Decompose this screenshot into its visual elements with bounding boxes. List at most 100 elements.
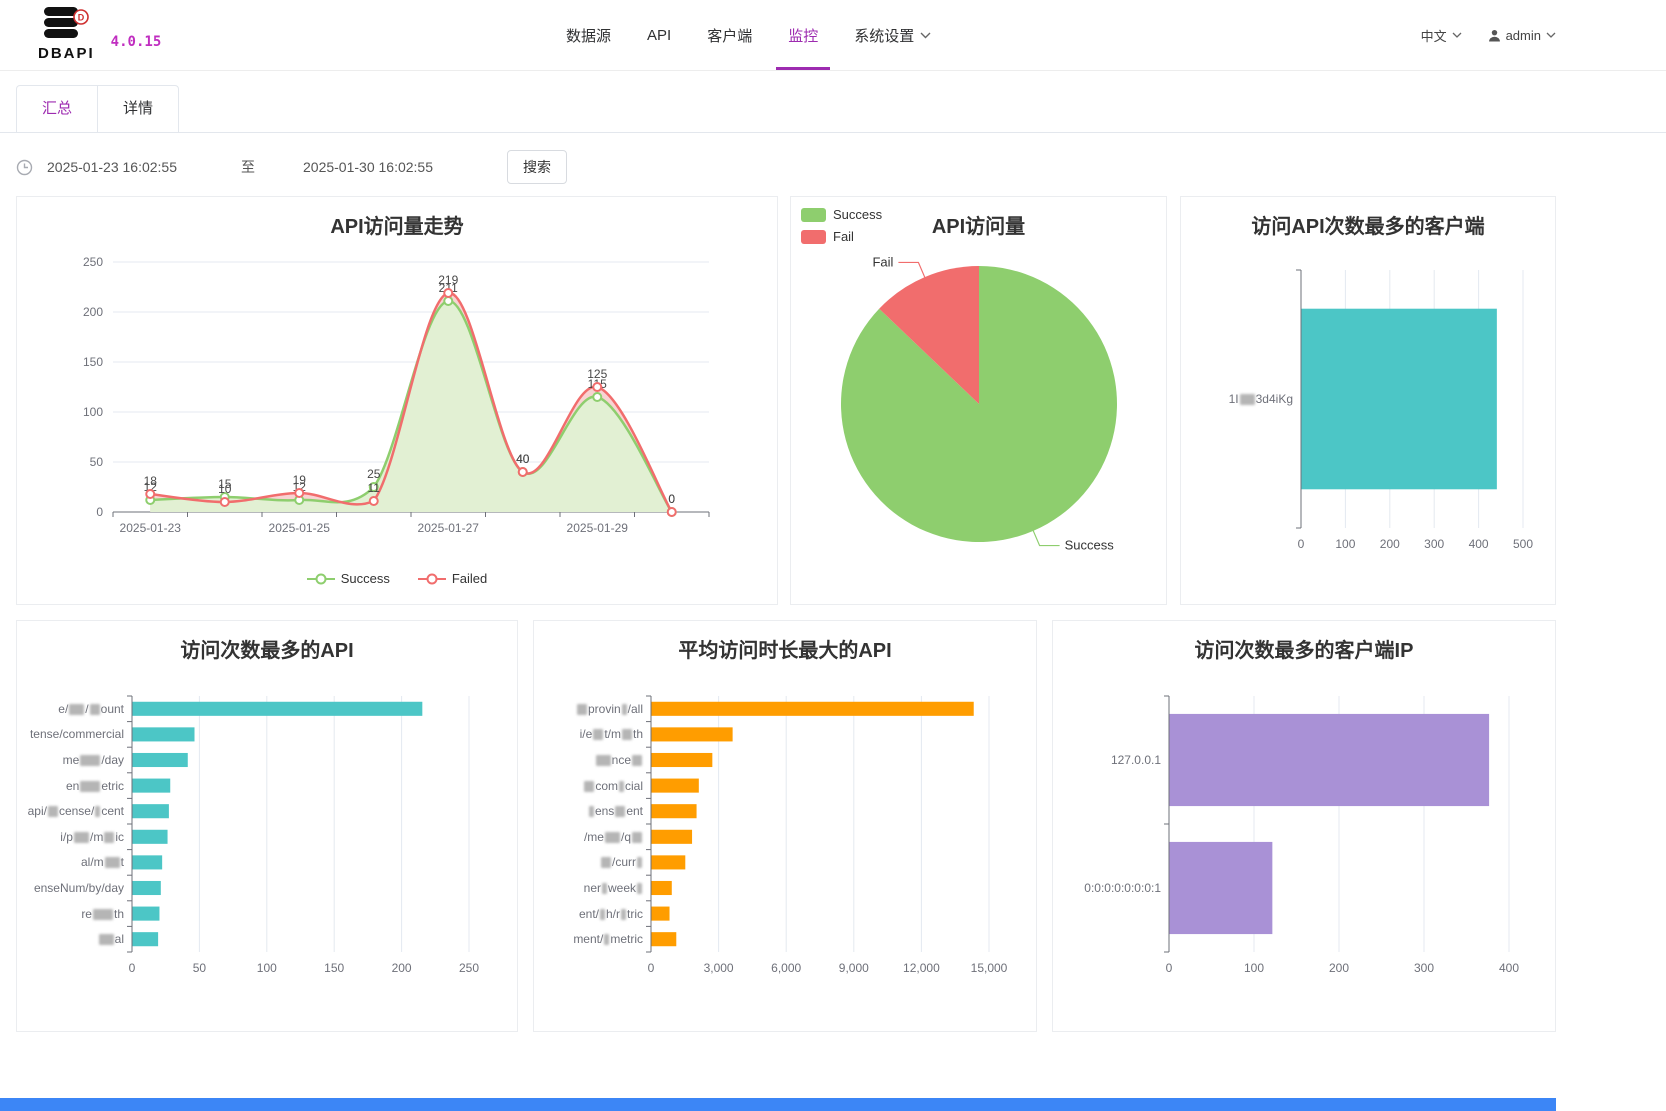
data-point [368,496,379,506]
nav-item-api[interactable]: API [629,0,689,70]
svg-text:200: 200 [1380,537,1400,551]
nav-item-client[interactable]: 客户端 [689,0,770,70]
svg-text:2025-01-27: 2025-01-27 [418,521,480,535]
redacted-text: x [604,934,610,946]
top-client-chart[interactable]: 0 100 200 300 400 500 1Ixxx3d4iKg [1181,244,1555,561]
top-api-chart-card: 访问次数最多的API 0 50 100 150 200 250 e/xxx/xxount te… [16,620,518,1032]
svg-text:0: 0 [1166,961,1173,975]
pie-chart-card: API访问量 Success Fail Success Fail [790,196,1167,605]
redacted-text: x [637,857,642,869]
top-client-chart-card: 访问API次数最多的客户端 0 100 200 300 400 500 1Ixxx3d4iK… [1180,196,1556,605]
svg-text:0: 0 [129,961,136,975]
legend-item-fail[interactable]: Fail [801,229,882,244]
category-label: xxxncexx [595,751,643,769]
chart-title: 访问API次数最多的客户端 [1251,216,1485,238]
nav-item-datasource[interactable]: 数据源 [548,0,629,70]
redacted-text: x [601,883,607,894]
app-header: D DBAPI 4.0.15 数据源 API 客户端 监控 系统设置 中文 ad… [0,0,1666,71]
redacted-text: xxx [69,703,85,715]
svg-text:100: 100 [1244,961,1264,975]
tab-detail[interactable]: 详情 [98,85,179,132]
category-label: 1Ixxx3d4iKg [1228,392,1293,406]
svg-text:400: 400 [1499,961,1519,975]
language-selector[interactable]: 中文 [1421,26,1462,45]
legend-item-failed[interactable]: Failed [417,571,487,586]
trend-chart-card: API访问量走势 0 50 100 150 200 250 2025-01-23 2025-0… [16,196,778,605]
bar [132,829,168,844]
redacted-text: xxxx [80,755,101,766]
dashboard-content: API访问量走势 0 50 100 150 200 250 2025-01-23 2025-0… [0,196,1666,1032]
bar [651,727,733,742]
legend-item-success[interactable]: Success [801,207,882,222]
trend-chart[interactable]: 0 50 100 150 200 250 2025-01-23 2025-01-25 2025-… [17,244,777,569]
svg-text:100: 100 [257,961,277,975]
top-api-chart[interactable]: 0 50 100 150 200 250 e/xxx/xxount tense/commerc… [17,668,517,985]
end-date-input[interactable]: 2025-01-30 16:02:55 [303,159,433,175]
start-date-input[interactable]: 2025-01-23 16:02:55 [47,159,177,175]
data-label: 15 [218,477,232,491]
top-ip-chart[interactable]: 0 100 200 300 400 127.0.0.1 0:0:0:0:0:0:0:1 [1053,668,1555,985]
pie-chart[interactable]: Success Fail [791,244,1166,565]
legend-item-success[interactable]: Success [306,571,390,586]
svg-text:0: 0 [1298,537,1305,551]
svg-text:6,000: 6,000 [771,961,801,975]
data-point [219,497,230,507]
redacted-text: xxxx [80,780,101,792]
redacted-text: xxx [1239,394,1255,405]
data-label: 219 [438,273,458,287]
bar-plot-svg: 0 50 100 150 200 250 [127,695,479,975]
redacted-text: xxx [104,857,120,869]
redacted-text: xxx [595,755,611,766]
tabs-bar: 汇总 详情 [0,85,1666,133]
bar [651,880,672,896]
user-menu[interactable]: admin [1488,28,1556,43]
legend-line-icon [306,573,335,584]
category-label: ment/xmetric [573,932,643,947]
horizontal-scrollbar[interactable] [0,1098,1556,1111]
legend-label: Fail [833,229,854,244]
nav-label: 系统设置 [854,27,915,45]
redacted-text: xxx [604,831,620,843]
legend-swatch [801,229,826,244]
category-label: e/xxx/xxount [58,701,124,716]
redacted-text: x [588,806,594,818]
svg-text:100: 100 [83,405,103,419]
data-label: 0 [668,492,675,506]
avg-duration-chart[interactable]: 0 3,000 6,000 9,000 12,000 15,000 xxprovinx/al… [534,668,1036,985]
category-label: xxcomxcial [583,777,643,795]
svg-text:0: 0 [648,961,655,975]
bar [651,701,974,716]
chevron-down-icon [1452,32,1462,38]
bar [132,932,159,947]
bar [651,752,713,768]
svg-text:100: 100 [1335,537,1355,551]
data-point [443,296,454,306]
bar [651,855,686,870]
data-label: 19 [293,473,307,487]
svg-text:50: 50 [90,455,104,469]
tab-summary[interactable]: 汇总 [16,85,98,132]
legend-line-icon [417,573,446,584]
app-version: 4.0.15 [110,34,162,50]
category-label: 0:0:0:0:0:0:0:1 [1084,881,1161,895]
chevron-down-icon [920,32,931,38]
clock-icon [16,159,33,175]
bar [132,701,423,716]
search-button[interactable]: 搜索 [507,150,567,184]
data-point [294,488,305,498]
svg-text:200: 200 [392,961,412,975]
bar [1169,841,1273,935]
data-label: 125 [587,367,607,381]
svg-text:2025-01-23: 2025-01-23 [120,521,182,535]
pie-label: Fail [872,254,893,269]
nav-item-monitor[interactable]: 监控 [770,0,836,70]
redacted-text: x [621,703,627,715]
data-label: 10 [218,482,232,496]
bar-plot-svg: 0 100 200 300 400 500 [1296,269,1533,551]
svg-text:3,000: 3,000 [704,961,734,975]
chevron-down-icon [1546,32,1556,38]
nav-item-system-settings[interactable]: 系统设置 [836,0,949,70]
category-label: i/pxxx/mxxic [60,829,124,844]
svg-text:300: 300 [1414,961,1434,975]
